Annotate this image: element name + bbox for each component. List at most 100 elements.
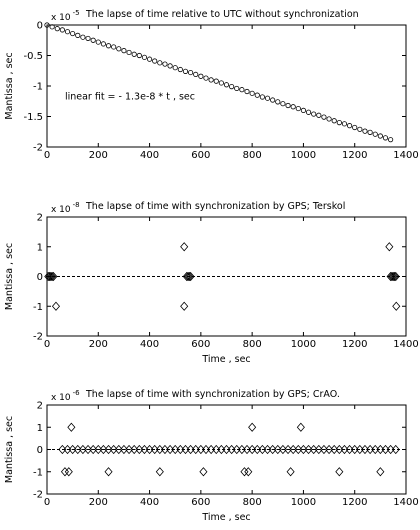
y-tick-label: -2 <box>33 332 43 343</box>
point <box>70 30 76 37</box>
point <box>49 24 55 30</box>
point <box>199 467 208 477</box>
point <box>223 82 230 88</box>
x-tick-label: 400 <box>140 150 159 161</box>
point <box>346 123 353 129</box>
y-tick-label: 0 <box>37 445 43 456</box>
y-tick-label: -2 <box>33 490 43 501</box>
point <box>391 271 400 282</box>
x-tick-label: 400 <box>140 497 159 508</box>
point <box>100 41 107 47</box>
point <box>239 87 245 93</box>
point <box>46 271 55 282</box>
point <box>54 26 60 32</box>
point <box>75 32 81 38</box>
point <box>295 105 301 112</box>
point <box>131 51 137 57</box>
y-axis-label: Mantissa , sec <box>4 243 15 310</box>
point <box>126 49 132 56</box>
chart-title: The lapse of time with synchronization b… <box>85 389 340 400</box>
point <box>167 63 173 69</box>
point <box>392 301 401 311</box>
point <box>326 116 332 122</box>
x-tick-label: 600 <box>191 339 210 350</box>
y-tick-label: 2 <box>37 401 43 412</box>
y-tick-label: 1 <box>37 242 43 253</box>
x-tick-label: 200 <box>89 150 108 161</box>
point <box>244 467 253 477</box>
point <box>203 75 209 81</box>
x-tick-label: 1400 <box>393 150 418 161</box>
point <box>85 35 91 42</box>
x-tick-label: 0 <box>44 339 50 350</box>
point <box>146 56 153 62</box>
x-tick-label: 200 <box>89 497 108 508</box>
y-axis-label: Mantissa , sec <box>4 52 15 119</box>
point <box>64 29 71 35</box>
point <box>229 84 235 90</box>
y-tick-label: -1.5 <box>23 112 43 123</box>
y-axis-label: Mantissa , sec <box>4 416 15 483</box>
point <box>80 34 86 40</box>
point <box>188 69 194 76</box>
point <box>362 128 368 134</box>
point <box>389 271 398 282</box>
y-tick-label: -2 <box>33 143 43 154</box>
point <box>387 271 396 282</box>
multiplier: x 10 <box>51 205 71 215</box>
point <box>388 137 394 143</box>
point <box>391 444 400 455</box>
point <box>357 126 363 132</box>
x-tick-label: 1200 <box>342 150 367 161</box>
point <box>367 129 373 135</box>
point <box>234 85 240 92</box>
multiplier-exponent: -8 <box>73 201 80 209</box>
point <box>186 271 195 282</box>
x-tick-label: 600 <box>191 150 210 161</box>
annotation: linear fit = - 1.3e-8 * t , sec <box>65 91 195 102</box>
point <box>270 97 276 103</box>
point <box>249 90 255 96</box>
x-tick-label: 400 <box>140 339 159 350</box>
multiplier-exponent: -5 <box>73 9 80 17</box>
point <box>111 44 117 50</box>
point <box>285 102 291 109</box>
x-tick-label: 1400 <box>393 497 418 508</box>
chart-title: The lapse of time relative to UTC withou… <box>85 9 359 20</box>
point <box>141 54 148 60</box>
point <box>64 467 73 477</box>
x-tick-label: 1000 <box>291 339 316 350</box>
point <box>305 109 312 115</box>
x-axis-label: Time , sec <box>201 512 250 523</box>
point <box>213 78 219 84</box>
y-tick-label: 0 <box>37 272 43 283</box>
multiplier: x 10 <box>51 13 71 23</box>
x-tick-label: 200 <box>89 339 108 350</box>
x-tick-label: 0 <box>44 150 50 161</box>
point <box>376 467 385 477</box>
point <box>157 60 163 66</box>
x-tick-label: 1000 <box>291 497 316 508</box>
point <box>182 271 191 282</box>
x-tick-label: 800 <box>243 150 262 161</box>
plot-area <box>46 24 407 148</box>
point <box>45 271 54 282</box>
point <box>104 467 113 477</box>
point <box>341 121 348 127</box>
y-tick-label: -1 <box>33 467 43 478</box>
point <box>248 422 257 432</box>
point <box>352 124 358 131</box>
point <box>240 467 249 477</box>
point <box>331 118 337 124</box>
point <box>95 39 101 45</box>
point <box>198 73 204 79</box>
point <box>185 271 194 282</box>
point <box>382 135 389 141</box>
point <box>90 37 96 43</box>
point <box>259 94 265 100</box>
x-tick-label: 1000 <box>291 150 316 161</box>
y-tick-label: -1 <box>33 302 43 313</box>
point <box>377 133 383 139</box>
point <box>60 467 69 477</box>
x-tick-label: 600 <box>191 497 210 508</box>
